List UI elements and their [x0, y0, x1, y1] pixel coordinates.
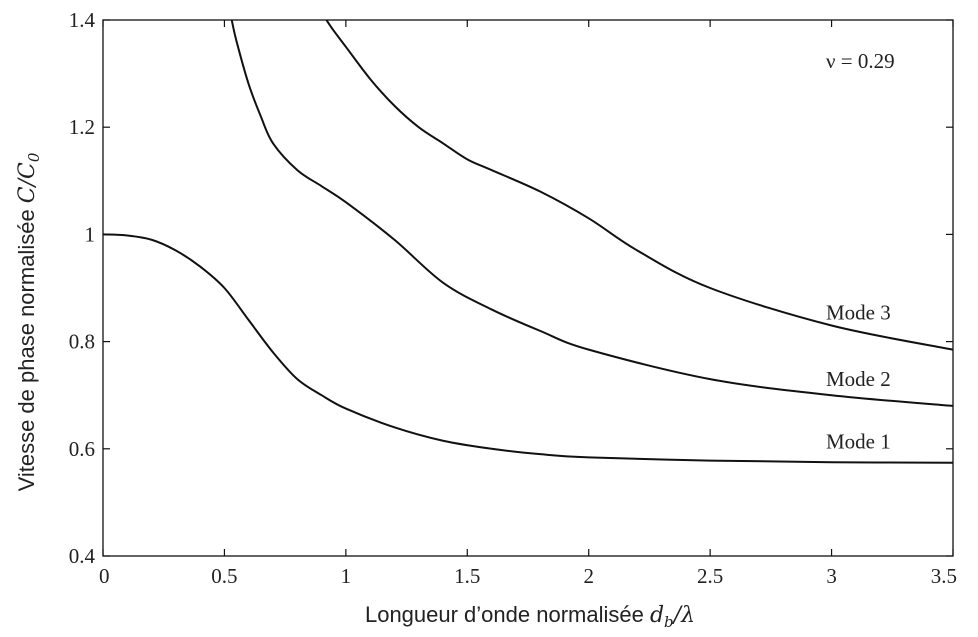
curve-mode-3	[325, 19, 954, 351]
series-label-mode-2: Mode 2	[826, 367, 891, 391]
y-tick-label: 0.6	[69, 437, 95, 461]
series-labels: Mode 1 Mode 2 Mode 3	[826, 301, 891, 454]
tick-labels: 0 0.5 1 1.5 2 2.5 3 3.5 0.4 0.6 0.8 1 1.2 1.4	[69, 8, 957, 588]
y-axis-title-text: Vitesse de phase normalisée	[14, 203, 39, 491]
x-tick-label: 2	[583, 564, 594, 588]
x-tick-label: 3.5	[931, 564, 957, 588]
curve-mode-1	[102, 233, 954, 464]
x-tick-label: 1	[341, 564, 352, 588]
ticks	[102, 19, 954, 557]
x-tick-label: 0.5	[211, 564, 237, 588]
poisson-ratio-annotation: ν = 0.29	[826, 49, 895, 73]
series-label-mode-1: Mode 1	[826, 430, 891, 454]
y-axis-title: Vitesse de phase normalisée C/C0	[14, 152, 43, 491]
x-tick-label: 1.5	[454, 564, 480, 588]
y-tick-label: 1	[85, 222, 96, 246]
x-tick-label: 3	[826, 564, 837, 588]
y-tick-label: 0.4	[69, 544, 96, 568]
y-tick-label: 1.4	[69, 8, 96, 32]
x-tick-label: 0	[99, 564, 110, 588]
x-axis-title-math: db/λ	[650, 603, 695, 631]
series-label-mode-3: Mode 3	[826, 301, 891, 325]
x-tick-label: 2.5	[697, 564, 723, 588]
plot-frame	[102, 19, 954, 557]
x-axis-title-text: Longueur d’onde normalisée	[365, 602, 650, 627]
x-axis-title: Longueur d’onde normalisée db/λ	[365, 602, 695, 631]
curves	[102, 19, 954, 464]
y-axis-title-math: C/C0	[15, 152, 43, 203]
curve-mode-2	[230, 19, 954, 407]
y-tick-label: 1.2	[69, 115, 95, 139]
y-tick-label: 0.8	[69, 330, 95, 354]
